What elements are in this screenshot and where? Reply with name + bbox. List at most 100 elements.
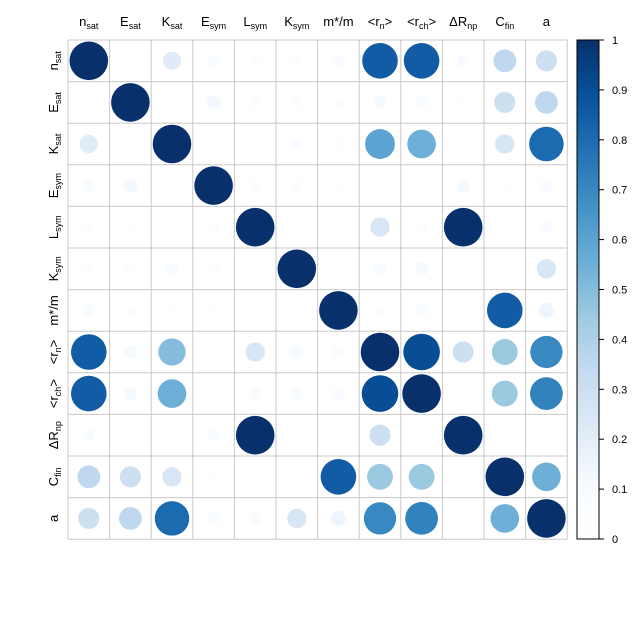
colorbar-tick-label: 0.2 [612, 434, 627, 446]
row-label: Cfin [46, 467, 63, 486]
corr-circle [71, 375, 107, 412]
corr-circle [332, 54, 345, 67]
corr-circle [461, 391, 466, 396]
corr-circle [77, 465, 101, 489]
corr-circle [443, 415, 483, 455]
corr-circle [123, 345, 138, 359]
corr-circle [319, 291, 358, 330]
corr-circle [168, 99, 176, 106]
corr-circle [415, 96, 428, 109]
corr-circle [211, 350, 216, 354]
row-label: <rn> [46, 340, 63, 365]
corr-circle [250, 97, 261, 108]
corr-circle [123, 178, 138, 193]
corr-circle [84, 222, 94, 232]
corr-circle [333, 97, 344, 108]
corr-circle [491, 339, 518, 365]
colorbar-tick-label: 0.8 [612, 135, 627, 147]
corr-circle [250, 180, 261, 191]
colorbar-tick-label: 0.1 [612, 484, 627, 496]
corr-circle [290, 345, 304, 359]
corr-circle [415, 304, 428, 317]
corr-circle [82, 429, 95, 442]
corr-circle [69, 41, 109, 81]
colorbar-tick-label: 0.4 [612, 334, 627, 346]
corr-circle [210, 390, 217, 397]
row-labels: nsat Esat Ksat Esym Lsym Ksym m*/m <rn> <rch> ΔRn… [46, 51, 63, 522]
corr-circle [125, 305, 136, 316]
row-label: <rch> [46, 379, 63, 408]
corr-circle [485, 457, 525, 497]
corr-circle [459, 473, 467, 481]
corr-circle [154, 501, 190, 536]
corr-circle [165, 262, 179, 275]
corr-circle [403, 43, 440, 79]
corr-circle [361, 375, 399, 412]
column-labels: nsat Esat Ksat Esym Lsym Ksym m*/m <rn> <rch> ΔRn… [79, 14, 551, 31]
corr-circle [458, 98, 468, 107]
corr-circle [82, 304, 95, 317]
corr-circle [335, 223, 342, 231]
corr-circle [493, 49, 517, 73]
corr-circle [530, 335, 563, 369]
corr-circle [291, 97, 302, 108]
row-label: Ksat [46, 133, 63, 154]
colorbar-tick-label: 0.3 [612, 384, 627, 396]
corr-circle [500, 181, 510, 190]
corr-circle [459, 307, 467, 314]
corr-circle [403, 333, 440, 371]
column-label: <rch> [407, 14, 436, 31]
corr-circle [320, 459, 357, 495]
row-label: Esym [46, 173, 63, 198]
corr-circle [249, 512, 262, 525]
column-label: a [543, 14, 551, 29]
corr-circle [367, 463, 393, 490]
corr-circle [210, 140, 217, 148]
corr-circle [362, 43, 398, 79]
corr-circle [502, 266, 507, 271]
corr-circle [245, 342, 265, 362]
corr-circle [456, 178, 470, 193]
corr-circle [71, 334, 107, 370]
corr-circle [452, 341, 474, 363]
row-label: Lsym [46, 215, 63, 239]
corr-circle [168, 182, 176, 189]
corr-circle [158, 338, 186, 366]
column-label: m*/m [323, 14, 353, 29]
corr-circle [534, 90, 558, 114]
column-label: nsat [79, 14, 99, 31]
corr-circle [85, 99, 93, 106]
corr-circle [162, 467, 182, 487]
corr-circle [402, 374, 441, 413]
corr-circle [407, 129, 436, 159]
corr-circle [250, 56, 260, 66]
corr-circle [251, 140, 259, 148]
corr-circle [360, 332, 400, 372]
corr-circle [168, 223, 176, 231]
corr-circle [157, 379, 187, 408]
corr-circle [167, 306, 177, 315]
corr-circle [365, 129, 395, 159]
corr-circle [458, 139, 468, 149]
corr-circle [332, 387, 345, 400]
corr-circle [293, 307, 301, 314]
corr-circle [287, 508, 307, 529]
correlation-circles [69, 41, 566, 538]
row-label: nsat [46, 51, 63, 71]
corr-circle [334, 181, 343, 190]
corr-circle [369, 424, 391, 446]
corr-circle [277, 249, 317, 289]
corr-circle [111, 83, 150, 122]
corr-circle [249, 387, 262, 400]
corr-circle [363, 502, 397, 535]
corr-circle [408, 463, 435, 490]
colorbar-tick-label: 0 [612, 534, 618, 546]
corr-circle [235, 415, 275, 455]
row-label: ΔRnp [46, 421, 63, 449]
column-label: <rn> [368, 14, 393, 31]
corr-circle [414, 262, 429, 276]
corr-circle [530, 377, 563, 410]
corr-circle [370, 217, 390, 237]
corr-circle [294, 433, 299, 438]
